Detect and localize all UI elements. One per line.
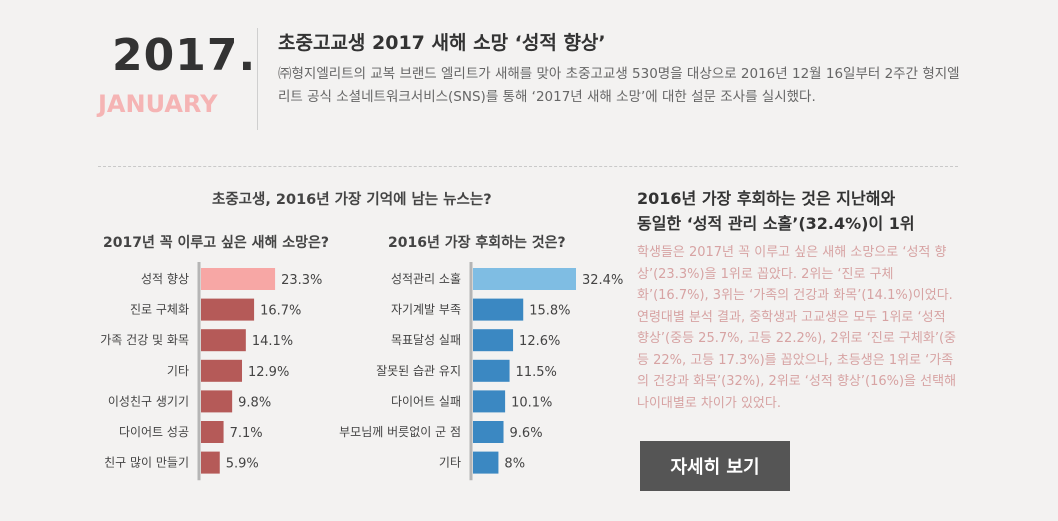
wish-value-label: 23.3% [281,273,322,288]
regret-bar [473,298,524,321]
wish-category-label: 친구 많이 만들기 [104,456,189,470]
wish-bar [201,451,220,474]
regret-value-label: 15.8% [529,304,570,319]
header-description: ㈜형지엘리트의 교복 브랜드 엘리트가 새해를 맞아 초중고교생 530명을 대… [278,66,960,105]
regret-category-label: 목표달성 실패 [391,333,461,347]
wish-bar [201,390,233,413]
wish-category-label: 성적 향상 [141,272,189,286]
regret-category-label: 자기계발 부족 [391,303,461,317]
month-label: JANUARY [98,90,218,118]
header-title: 초중고교생 2017 새해 소망 ‘성적 향상’ [278,32,606,54]
right-description: 학생들은 2017년 꼭 이루고 싶은 새해 소망으로 ‘성적 향상’(23.3… [637,245,957,411]
regret-category-label: 다이어트 실패 [391,394,461,408]
right-title-line1: 2016년 가장 후회하는 것은 지난해와 [637,189,896,208]
regret-bar [473,390,506,413]
chart-regrets-title: 2016년 가장 후회하는 것은? [388,235,566,251]
header-divider [257,28,258,130]
wish-category-label: 다이어트 성공 [119,425,189,439]
wish-bar [201,329,246,352]
regret-value-label: 8% [504,457,525,472]
wish-bar [201,421,224,443]
regret-value-label: 9.6% [510,426,543,441]
year-label: 2017. [112,30,257,81]
regret-bar [473,359,510,382]
wish-bar [201,359,243,382]
details-button[interactable]: 자세히 보기 [640,441,790,491]
wish-category-label: 이성친구 생기기 [108,394,189,408]
wish-value-label: 14.1% [252,334,293,349]
wish-value-label: 9.8% [238,395,271,410]
dotted-separator [98,166,958,167]
right-title-line2: 동일한 ‘성적 관리 소홀’(32.4%)이 1위 [637,214,915,233]
regret-category-label: 부모님께 버릇없이 군 점 [339,425,461,439]
wish-category-label: 가족 건강 및 화목 [100,333,189,347]
chart-wishes-title: 2017년 꼭 이루고 싶은 새해 소망은? [103,235,330,251]
regret-category-label: 잘못된 습관 유지 [376,364,461,378]
regret-bar [473,329,514,352]
regret-bar [473,451,499,474]
regret-value-label: 12.6% [519,334,560,349]
wish-value-label: 16.7% [260,304,301,319]
wish-value-label: 7.1% [230,426,263,441]
wish-bar [201,298,255,321]
wish-category-label: 기타 [167,364,189,378]
wish-value-label: 12.9% [248,365,289,380]
regret-bar [473,421,504,443]
wish-category-label: 진로 구체화 [130,303,189,317]
regret-value-label: 10.1% [511,395,552,410]
regret-value-label: 11.5% [516,365,557,380]
regret-bar [473,268,576,290]
regret-value-label: 32.4% [582,273,623,288]
wish-value-label: 5.9% [226,457,259,472]
right-title: 2016년 가장 후회하는 것은 지난해와 동일한 ‘성적 관리 소홀’(32.… [637,186,915,236]
news-section-title: 초중고생, 2016년 가장 기억에 남는 뉴스는? [212,192,492,208]
regret-category-label: 기타 [439,456,461,470]
regret-category-label: 성적관리 소홀 [391,272,461,286]
wish-bar [201,268,276,290]
